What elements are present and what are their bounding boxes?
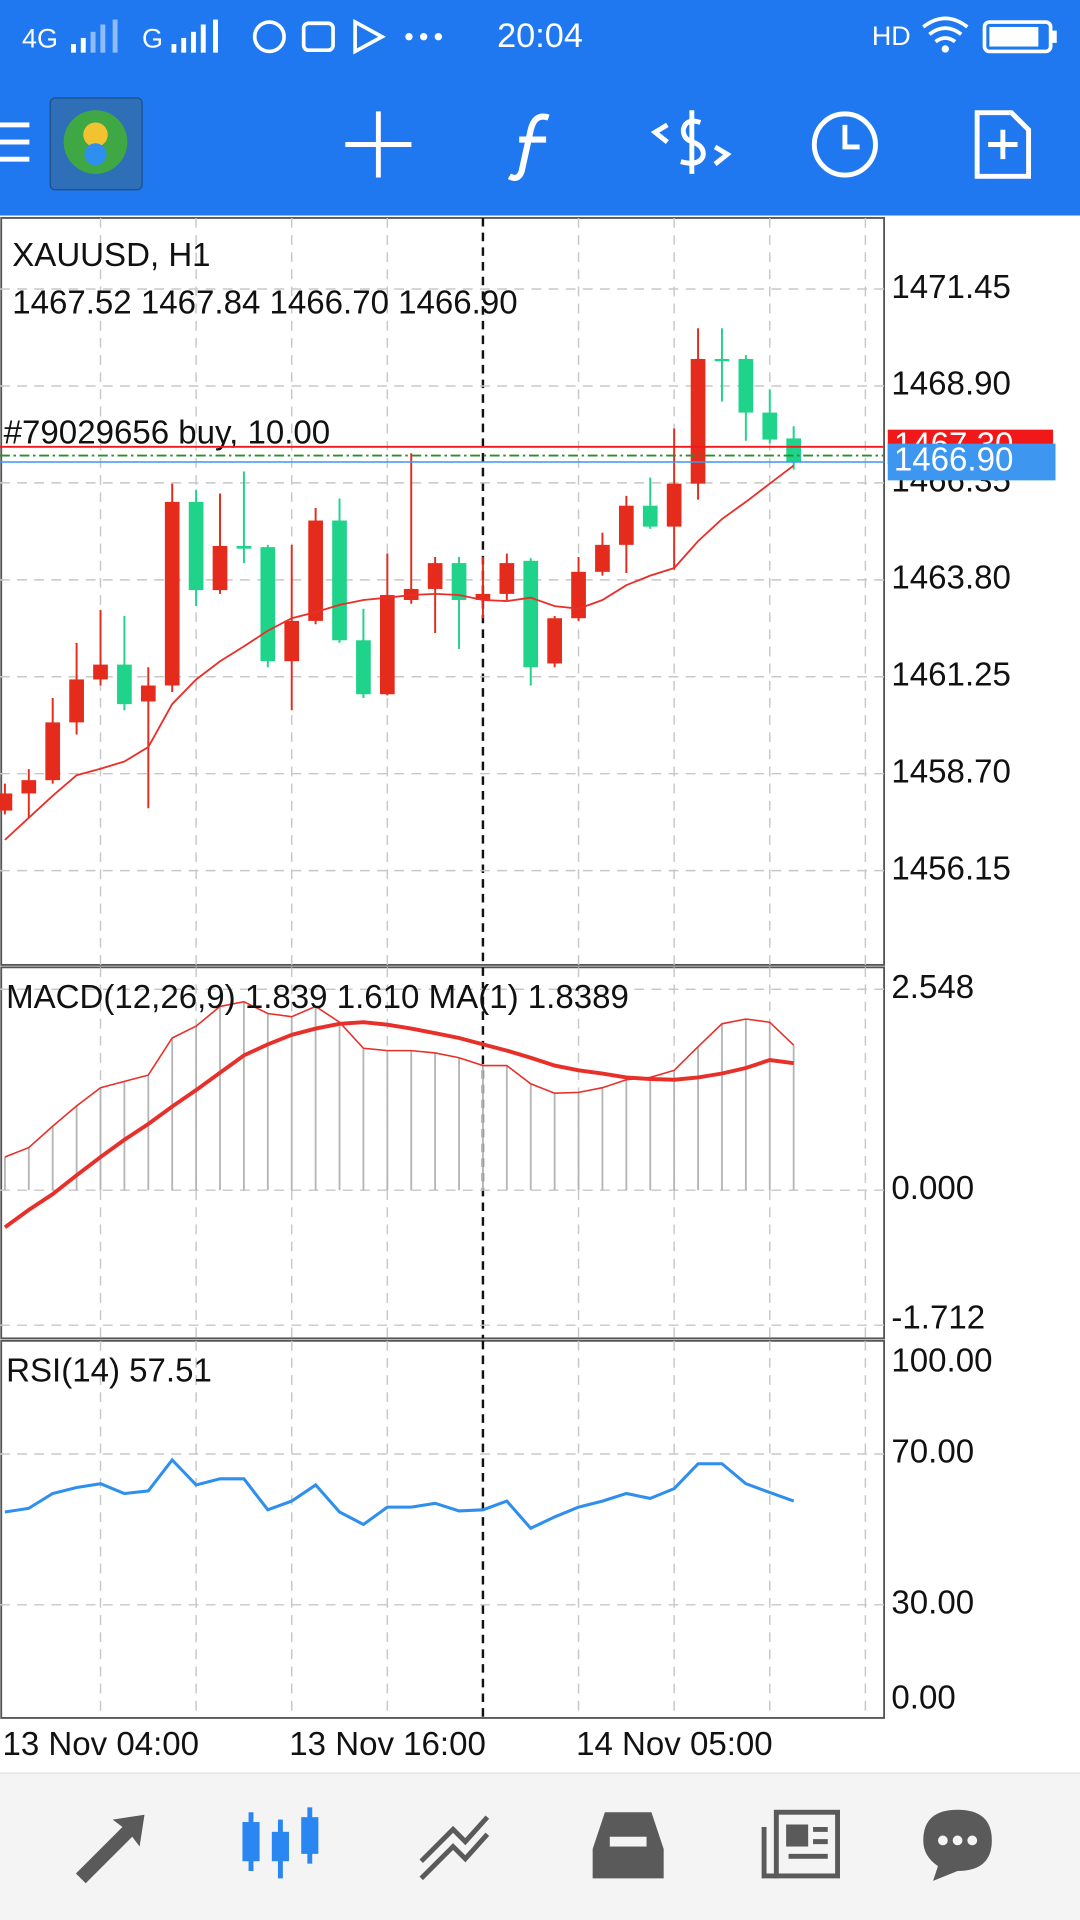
battery-level xyxy=(989,26,1039,47)
network-label-2: G xyxy=(142,24,163,54)
x-tick-label: 13 Nov 16:00 xyxy=(289,1726,486,1763)
y-tick-label: 0.00 xyxy=(891,1679,955,1716)
macd-title: MACD(12,26,9) 1.839 1.610 MA(1) 1.8389 xyxy=(6,979,629,1016)
y-tick-label: 1468.90 xyxy=(891,366,1010,403)
macd-signal-line xyxy=(3,1020,794,1229)
battery-icon xyxy=(982,20,1053,54)
chat-tab[interactable] xyxy=(923,1809,992,1881)
x-tick-label: 14 Nov 05:00 xyxy=(576,1726,773,1763)
y-tick-label: 1463.80 xyxy=(891,560,1010,597)
play-icon xyxy=(353,18,386,55)
x-tick-label: 13 Nov 04:00 xyxy=(2,1726,199,1763)
macd-panel xyxy=(0,966,885,1340)
bottom-nav xyxy=(0,1773,1080,1920)
history-tab[interactable] xyxy=(592,1812,664,1879)
candle-body xyxy=(666,483,682,527)
symbol-title: XAUUSD, H1 xyxy=(12,237,210,274)
mail-icon xyxy=(301,21,335,53)
signal-icon xyxy=(71,19,118,53)
news-tab[interactable] xyxy=(761,1809,840,1879)
candle-body xyxy=(356,640,371,695)
candle-body xyxy=(188,501,204,591)
network-label: 4G xyxy=(22,24,58,54)
candle-body xyxy=(260,547,276,662)
y-tick-label: 2.548 xyxy=(891,969,974,1006)
candle-body xyxy=(140,685,156,702)
indicators-button[interactable] xyxy=(507,113,550,181)
y-tick-label: -1.712 xyxy=(891,1300,985,1337)
candle-body xyxy=(523,560,539,668)
candle-body xyxy=(714,358,730,362)
chart-tab[interactable] xyxy=(242,1807,319,1879)
candle-body xyxy=(212,546,228,591)
app-logo[interactable] xyxy=(49,97,143,191)
plot-layer: 1471.451468.901466.351463.801461.251458.… xyxy=(0,217,1056,1763)
rsi-line xyxy=(4,1457,795,1531)
candle-body xyxy=(117,664,132,705)
y-tick-label: 30.00 xyxy=(891,1585,974,1622)
macd-ma-line xyxy=(4,1000,795,1158)
candle-body xyxy=(308,520,323,621)
menu-button[interactable] xyxy=(0,122,30,162)
candle-body xyxy=(451,563,467,600)
new-order-button[interactable] xyxy=(974,110,1032,179)
y-tick-label: 1456.15 xyxy=(891,850,1010,887)
candle-body xyxy=(236,546,252,549)
wifi-icon xyxy=(922,16,969,44)
ohlc-text: 1467.52 1467.84 1466.70 1466.90 xyxy=(12,285,517,322)
candle-body xyxy=(619,505,634,545)
candle-body xyxy=(499,563,515,594)
battery-tip xyxy=(1051,30,1057,43)
candle-body xyxy=(762,412,778,440)
candle-body xyxy=(21,780,37,794)
quotes-tab[interactable] xyxy=(75,1814,145,1884)
y-tick-label: 70.00 xyxy=(891,1434,974,1471)
candle-body xyxy=(642,505,658,527)
y-tick-label: 1471.45 xyxy=(891,269,1010,306)
signal-icon-2 xyxy=(171,19,218,53)
trade-tab[interactable] xyxy=(419,1815,490,1881)
candle-body xyxy=(69,679,84,723)
order-label: #79029656 buy, 10.00 xyxy=(4,414,330,451)
candle-body xyxy=(786,438,802,462)
candle-body xyxy=(690,358,706,484)
wifi-dot xyxy=(941,45,949,53)
more-icon xyxy=(405,33,443,41)
candle-body xyxy=(571,571,586,619)
rsi-panel xyxy=(0,1339,885,1719)
rsi-title: RSI(14) 57.51 xyxy=(6,1352,212,1389)
candle-body xyxy=(475,593,491,600)
crosshair-button[interactable] xyxy=(345,111,412,178)
moving-average xyxy=(4,464,795,841)
candle-body xyxy=(45,722,61,781)
candle-body xyxy=(547,618,562,664)
trade-button[interactable] xyxy=(650,110,732,174)
y-tick-label: 1458.70 xyxy=(891,753,1010,790)
price-panel xyxy=(0,217,885,966)
y-tick-label: 0.000 xyxy=(891,1170,974,1207)
candle-body xyxy=(379,595,395,695)
bid-label-bg xyxy=(887,443,1056,481)
app-icon xyxy=(252,20,286,54)
hd-label: HD xyxy=(872,21,911,51)
candle-body xyxy=(284,620,300,662)
y-tick-label: 1461.25 xyxy=(891,657,1010,694)
candle-body xyxy=(164,501,180,686)
candle-body xyxy=(93,664,108,680)
history-button[interactable] xyxy=(811,111,878,178)
candle-body xyxy=(332,520,347,641)
clock: 20:04 xyxy=(497,17,583,55)
candle-body xyxy=(427,563,443,589)
y-tick-label: 100.00 xyxy=(891,1343,992,1380)
candle-body xyxy=(0,793,13,811)
candle-body xyxy=(738,358,754,413)
bid-label: 1466.90 xyxy=(894,442,1013,479)
candle-body xyxy=(595,544,610,572)
top-bar xyxy=(0,0,1080,216)
